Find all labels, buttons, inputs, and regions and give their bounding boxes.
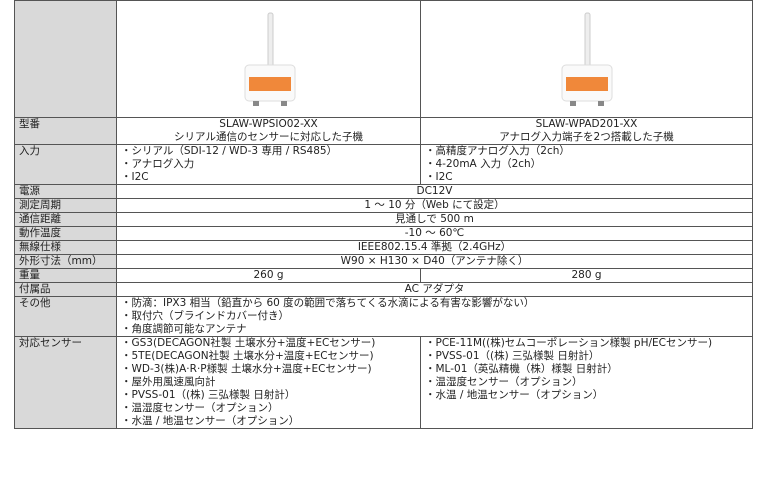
cell-line: アナログ入力端子を2つ搭載した子機: [499, 131, 674, 143]
value-cell: AC アダプタ: [116, 282, 753, 297]
table-row: 測定周期 1 ～ 10 分（Web にて設定）: [14, 198, 753, 213]
table-row: 入力 ・シリアル（SDI-12 / WD-3 専用 / RS485） ・アナログ入力…: [14, 144, 753, 185]
table-row: 重量 260 g 280 g: [14, 268, 753, 283]
cell-line: IEEE802.15.4 準拠（2.4GHz）: [357, 241, 512, 254]
cell-line: ・シリアル（SDI-12 / WD-3 専用 / RS485）: [121, 145, 338, 158]
row-label: 通信距離: [14, 212, 117, 227]
row-label: 無線仕様: [14, 240, 117, 255]
table-row: 電源 DC12V: [14, 184, 753, 199]
value-cell: SLAW-WPAD201-XX アナログ入力端子を2つ搭載した子機: [420, 117, 753, 145]
spec-table: 型番 SLAW-WPSIO02-XX シリアル通信のセンサーに対応した子機 SLAW-…: [14, 0, 753, 429]
cell-line: SLAW-WPAD201-XX: [535, 118, 638, 131]
cell-line: 280 g: [571, 269, 602, 282]
value-cell: 260 g: [116, 268, 421, 283]
value-cell: ・GS3(DECAGON社製 土壌水分+温度+ECセンサー) ・5TE(DECAG…: [116, 336, 421, 429]
cell-line: ・I2C: [121, 171, 149, 183]
cell-line: 260 g: [253, 269, 284, 282]
value-cell: -10 ～ 60℃: [116, 226, 753, 241]
cell-line: ・GS3(DECAGON社製 土壌水分+温度+ECセンサー): [121, 337, 376, 350]
row-label: 動作温度: [14, 226, 117, 241]
table-row: 対応センサー ・GS3(DECAGON社製 土壌水分+温度+ECセンサー) ・5TE…: [14, 336, 753, 429]
cell-line: ・水温 / 地温センサー（オプション）: [121, 415, 300, 427]
cell-line: ・取付穴（ブラインドカバー付き）: [121, 310, 289, 322]
cell-line: -10 ～ 60℃: [404, 227, 465, 240]
product-image: [244, 12, 296, 106]
cell-line: ・屋外用風速風向計: [121, 376, 216, 388]
row-label: 重量: [14, 268, 117, 283]
cell-line: ・高精度アナログ入力（2ch）: [425, 145, 570, 158]
product-image-cell: [116, 0, 421, 118]
row-label: 測定周期: [14, 198, 117, 213]
cell-line: ・WD-3(株)A·R·P様製 土壌水分+温度+ECセンサー): [121, 363, 372, 375]
image-row: [14, 0, 753, 118]
cell-line: ・5TE(DECAGON社製 土壌水分+温度+ECセンサー): [121, 350, 374, 362]
table-row: 外形寸法（mm） W90 × H130 × D40（アンテナ除く）: [14, 254, 753, 269]
row-label: その他: [14, 296, 117, 337]
row-label: 入力: [14, 144, 117, 185]
cell-line: ・角度調節可能なアンテナ: [121, 323, 247, 335]
cell-line: シリアル通信のセンサーに対応した子機: [174, 131, 363, 143]
table-row: 動作温度 -10 ～ 60℃: [14, 226, 753, 241]
cell-line: SLAW-WPSIO02-XX: [219, 118, 318, 131]
value-cell: 1 ～ 10 分（Web にて設定）: [116, 198, 753, 213]
table-row: 無線仕様 IEEE802.15.4 準拠（2.4GHz）: [14, 240, 753, 255]
table-row: 型番 SLAW-WPSIO02-XX シリアル通信のセンサーに対応した子機 SLAW-…: [14, 117, 753, 145]
value-cell: DC12V: [116, 184, 753, 199]
row-label: 対応センサー: [14, 336, 117, 429]
value-cell: IEEE802.15.4 準拠（2.4GHz）: [116, 240, 753, 255]
cell-line: ・防滴：IPX3 相当（鉛直から 60 度の範囲で落ちてくる水滴による有害な影響…: [121, 297, 535, 310]
cell-line: ・4-20mA 入力（2ch）: [425, 158, 542, 170]
cell-line: ・PVSS-01（(株) 三弘様製 日射計）: [425, 350, 600, 362]
table-row: 通信距離 見通しで 500 m: [14, 212, 753, 227]
value-cell: ・防滴：IPX3 相当（鉛直から 60 度の範囲で落ちてくる水滴による有害な影響…: [116, 296, 753, 337]
value-cell: ・シリアル（SDI-12 / WD-3 専用 / RS485） ・アナログ入力 ・I…: [116, 144, 421, 185]
value-cell: W90 × H130 × D40（アンテナ除く）: [116, 254, 753, 269]
table-row: その他 ・防滴：IPX3 相当（鉛直から 60 度の範囲で落ちてくる水滴による有害…: [14, 296, 753, 337]
cell-line: 1 ～ 10 分（Web にて設定）: [364, 199, 505, 212]
value-cell: SLAW-WPSIO02-XX シリアル通信のセンサーに対応した子機: [116, 117, 421, 145]
row-label: 付属品: [14, 282, 117, 297]
cell-line: W90 × H130 × D40（アンテナ除く）: [340, 255, 529, 268]
value-cell: 見通しで 500 m: [116, 212, 753, 227]
value-cell: 280 g: [420, 268, 753, 283]
table-row: 付属品 AC アダプタ: [14, 282, 753, 297]
value-cell: ・PCE-11M((株)セムコーポレーション様製 pH/ECセンサー) ・PVSS…: [420, 336, 753, 429]
cell-line: ・温湿度センサー（オプション）: [121, 402, 279, 414]
row-label: 型番: [14, 117, 117, 145]
cell-line: DC12V: [416, 185, 453, 198]
row-label: 外形寸法（mm）: [14, 254, 117, 269]
cell-line: ・温湿度センサー（オプション）: [425, 376, 583, 388]
cell-line: ・I2C: [425, 171, 453, 183]
cell-line: ・PCE-11M((株)セムコーポレーション様製 pH/ECセンサー): [425, 337, 713, 350]
cell-line: ・ML-01（英弘精機（株）様製 日射計）: [425, 363, 618, 375]
row-label: 電源: [14, 184, 117, 199]
cell-line: ・アナログ入力: [121, 158, 195, 170]
value-cell: ・高精度アナログ入力（2ch） ・4-20mA 入力（2ch） ・I2C: [420, 144, 753, 185]
cell-line: AC アダプタ: [404, 283, 465, 296]
product-image-cell: [420, 0, 753, 118]
cell-line: ・水温 / 地温センサー（オプション）: [425, 389, 604, 401]
cell-line: 見通しで 500 m: [395, 213, 474, 226]
cell-line: ・PVSS-01（(株) 三弘様製 日射計）: [121, 389, 296, 401]
product-image: [561, 12, 613, 106]
empty-cell: [14, 0, 117, 118]
